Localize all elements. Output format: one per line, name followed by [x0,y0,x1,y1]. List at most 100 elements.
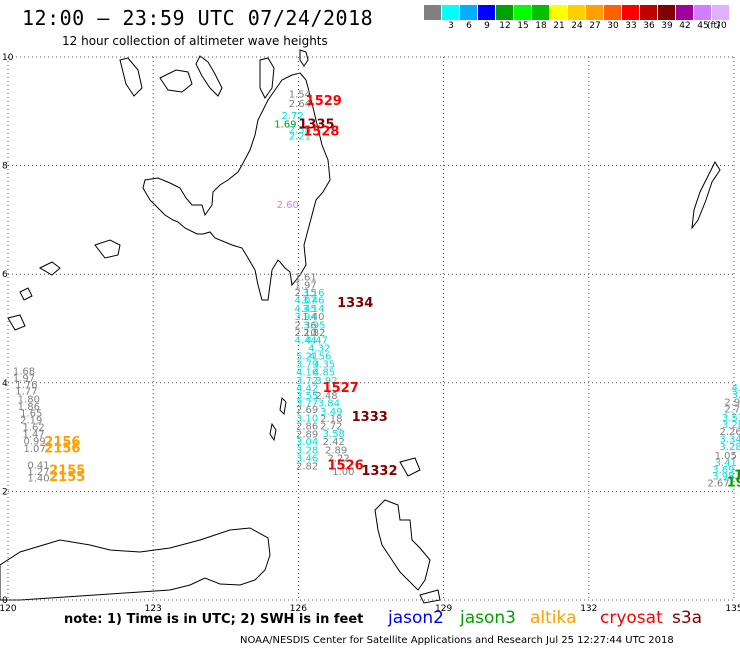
coastline-obi [419,589,441,604]
pass-time-label: 1335 [298,118,334,133]
longitude-tick-label: 126 [290,604,307,614]
wave-height-label: 3.79 [296,360,318,371]
colorbar-tick-label: 45 [697,21,709,31]
colorbar-tick-label: 30 [607,21,619,31]
coastline-halmahera [374,499,431,591]
wave-height-label: 2.22 [327,454,349,465]
wave-height-label: 1.61 [295,273,317,284]
wave-height-label: 2.72 [320,421,342,432]
colorbar-tick-label: 42 [679,21,691,31]
wave-height-label: 3.69 [712,465,734,476]
wave-height-label: 3.49 [320,407,342,418]
wave-height-label: 0.99 [23,437,45,448]
altimeter-observations: 1.542.642.721.692.582.211529133515282.60… [13,90,740,491]
wave-height-label: 3.14 [302,304,324,315]
wave-height-label: 1.86 [18,402,40,413]
coastline-mindanao [142,72,331,301]
wave-height-label: 1.40 [27,474,49,485]
wave-height-label: 3.28 [722,420,740,431]
latitude-tick-label: 8 [2,162,8,172]
wave-height-label: 3.28 [296,445,318,456]
longitude-tick-label: 129 [435,604,452,614]
wave-height-label: 3.35 [313,360,335,371]
colorbar-swatch [622,5,639,20]
coastline-leyte [195,55,223,97]
colorbar-tick-label: 39 [661,21,673,31]
map-subtitle: 12 hour collection of altimeter wave hei… [62,34,328,48]
wave-height-label: 4.16 [296,368,318,379]
colorbar-tick-label: 15 [517,21,529,31]
wave-height-label: 2.26 [719,427,740,438]
wave-height-label: 1.47 [23,430,45,441]
wave-height-label: 3.84 [318,399,340,410]
wave-height-label: 2.7 [724,405,740,416]
axis-tick-labels: 120 123 126 129 132 135 10 8 6 4 2 0 [0,53,740,614]
colorbar-tick-label: 3 [448,21,454,31]
wave-height-label: 3.34 [719,435,740,446]
wave-height-label: 3.10 [296,413,318,424]
wave-height-label: 1.40 [302,312,324,323]
footer-note: note: 1) Time is in UTC; 2) SWH is in fe… [64,612,364,627]
wave-height-label: 1.68 [13,367,35,378]
colorbar-swatch [496,5,513,20]
latitude-tick-label: 4 [2,379,8,389]
coastline-morotai [399,457,421,477]
colorbar-swatch [586,5,603,20]
wave-height-label: 3.41 [715,458,737,469]
wave-height-label: 2.9 [724,398,740,409]
legend-jason3: jason3 [460,608,516,628]
wave-height-label: 2.58 [289,125,311,136]
wave-height-label: 3.77 [296,399,318,410]
wave-height-colorbar [424,5,740,20]
wave-height-label: 1.80 [18,394,40,405]
pass-time-label: 1527 [323,381,359,396]
wave-height-label: 3.04 [296,437,318,448]
coastline-sulu-2 [19,287,33,301]
coastlines [0,49,721,604]
pass-time-label: 1334 [337,296,373,311]
wave-height-label: 4.44 [295,336,317,347]
coastline-basilan [94,239,121,259]
colorbar-swatch [640,5,657,20]
colorbar-swatch [478,5,495,20]
pass-time-label: 1529 [306,94,342,109]
colorbar-swatch [712,5,729,20]
wave-height-label: 2.72 [281,111,303,122]
wave-height-label: 2.48 [315,391,337,402]
wave-height-label: 2.89 [296,430,318,441]
wave-height-label: 19 [734,468,740,483]
legend-jason2: jason2 [388,608,444,628]
colorbar-tick-label: 12 [499,21,511,31]
colorbar-swatch [730,5,740,20]
wave-height-label: 1.97 [13,374,35,385]
wave-height-label: 1.65 [20,408,42,419]
latitude-tick-label: 2 [2,487,8,497]
colorbar-tick-label: 24 [571,21,583,31]
wave-height-label: 4.07 [295,296,317,307]
wave-height-label: 3.16 [302,288,324,299]
wave-height-label: 3.46 [296,454,318,465]
colorbar-tick-label: 21 [553,21,565,31]
colorbar-swatch [442,5,459,20]
colorbar-swatch [676,5,693,20]
colorbar-swatch [460,5,477,20]
wave-height-label: 1.00 [332,467,354,478]
pass-time-label: 2156 [44,435,80,450]
wave-height-label: 2.36 [295,321,317,332]
coastline-palau [691,160,721,230]
colorbar-swatch [514,5,531,20]
wave-height-label: 1.76 [15,380,37,391]
pass-time-label: 1528 [303,125,339,140]
colorbar-tick-label: 9 [484,21,490,31]
longitude-tick-label: 123 [145,604,162,614]
wave-height-label: 3.92 [315,376,337,387]
pass-time-label: 1333 [352,410,388,425]
wave-height-label: 1.62 [23,423,45,434]
wave-height-label: 1.77 [15,387,37,398]
wave-height-label: 3.95 [303,321,325,332]
coastline-sulu-3 [7,314,26,331]
pass-time-label: 2155 [49,464,85,479]
wave-height-label: 3.55 [296,391,318,402]
coastline-talaud [279,396,287,416]
wave-height-label: 2.42 [323,437,345,448]
